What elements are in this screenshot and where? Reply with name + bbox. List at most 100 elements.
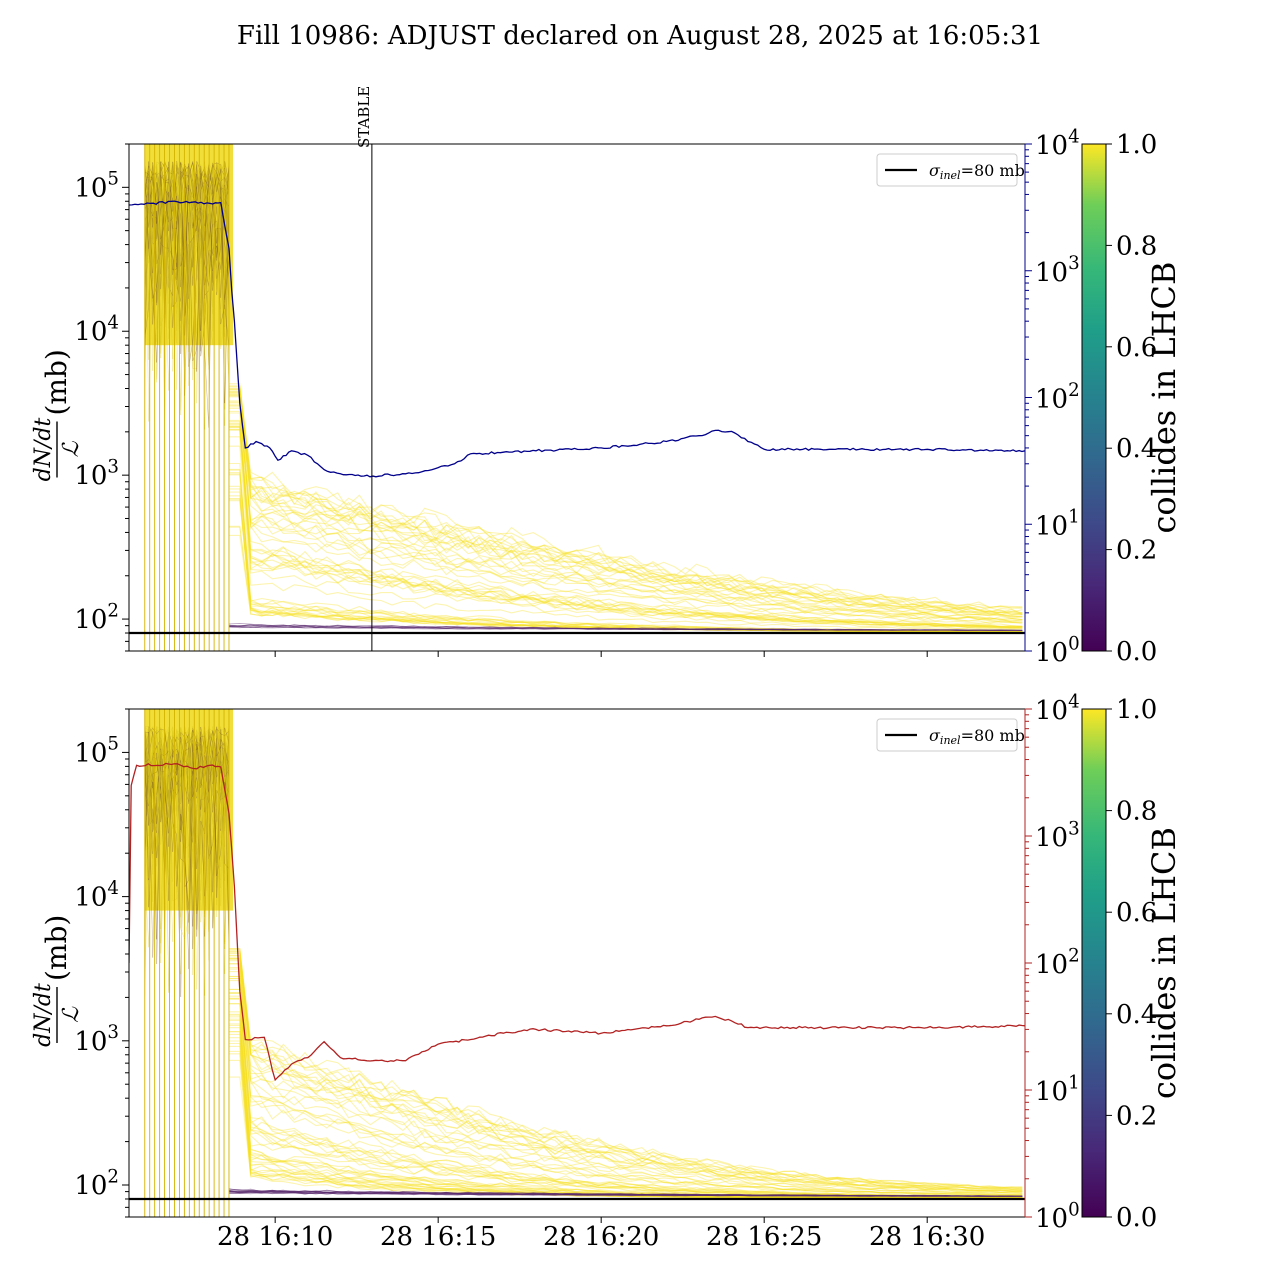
trace-line-collides-1 (229, 988, 1023, 1198)
trace-line-collides-1 (229, 425, 1023, 628)
axes-frame (128, 708, 1026, 1218)
trace-line-collides-1 (229, 471, 1023, 633)
trace-line-collides-1 (229, 950, 1023, 1190)
trace-line-collides-1 (229, 474, 1023, 633)
y-tick-label: 102 (74, 1166, 119, 1201)
colorbar-tick-label: 1.0 (1116, 130, 1157, 160)
trace-line-collides-1 (229, 976, 1023, 1196)
trace-line-collides-1 (229, 948, 1023, 1189)
trace-line-collides-1 (229, 436, 1023, 630)
right-tick-label: 101 (1035, 507, 1080, 542)
trace-line-collides-1 (229, 952, 1023, 1191)
trace-line-collides-1 (229, 423, 1023, 628)
trace-line-collides-1 (229, 419, 1023, 628)
trace-line-collides-1 (229, 404, 1023, 622)
trace-line-collides-1 (229, 977, 1023, 1196)
trace-line-collides-1 (229, 948, 1023, 1189)
x-tick-label: 28 16:15 (380, 1222, 496, 1252)
legend-box (876, 153, 1018, 187)
trace-line-collides-1 (229, 975, 1023, 1196)
right-tick-label: 104 (1035, 691, 1080, 726)
colorbar-tick-label: 0.2 (1116, 536, 1157, 566)
y-tick-label: 105 (74, 169, 119, 204)
right-axis-series-line (129, 200, 1025, 478)
right-tick-label: 102 (1035, 945, 1080, 980)
trace-line-collides-1 (229, 1019, 1023, 1199)
colorbar-label: collides in LHCB (1145, 261, 1183, 533)
right-tick-label: 100 (1035, 1199, 1080, 1234)
trace-line-collides-1 (229, 1003, 1023, 1199)
trace-line-collides-1 (229, 393, 1023, 618)
y-tick-label: 105 (74, 734, 119, 769)
y-axis-label-unit: (mb) (40, 349, 73, 415)
trace-line-collides-1 (229, 427, 1023, 629)
trace-line-collides-1 (229, 500, 1023, 633)
trace-line-collides-1 (229, 960, 1023, 1192)
colorbar-tick-label: 0.4 (1116, 434, 1157, 464)
trace-line-collides-1 (229, 491, 1023, 633)
y-tick-label: 104 (74, 313, 119, 348)
colorbar-tick-label: 0.0 (1116, 1203, 1157, 1233)
y-tick-label: 102 (74, 600, 119, 635)
trace-line-collides-1 (229, 401, 1023, 621)
trace-line-collides-1 (229, 422, 1023, 628)
x-tick-label: 28 16:10 (217, 1222, 333, 1252)
trace-line-collides-1 (229, 424, 1023, 628)
trace-line-collides-1 (229, 968, 1023, 1195)
trace-line-collides-1 (229, 402, 1023, 621)
trace-line-collides-0 (229, 1192, 1023, 1197)
trace-line-collides-1 (229, 1040, 1023, 1200)
panel-bottom: 102 103 104 105 dN/dt ℒ (mb) 100 101 102 103 104 28 … (31, 691, 1183, 1252)
right-tick-label: 103 (1035, 253, 1080, 288)
trace-line-collides-1 (229, 955, 1023, 1192)
trace-line-collides-1 (229, 420, 1023, 627)
x-tick-label: 28 16:30 (869, 1222, 985, 1252)
panel-top: STABLE 102 103 104 105 dN/dt ℒ (mb) 100 101 102 103… (31, 86, 1183, 668)
trace-line-collides-1 (229, 406, 1023, 624)
trace-line-collides-1 (229, 385, 1023, 609)
colorbar-tick-label: 0.4 (1116, 1000, 1157, 1030)
trace-line-collides-1 (229, 963, 1023, 1194)
figure-title: Fill 10986: ADJUST declared on August 28… (237, 21, 1043, 51)
trace-line-collides-1 (229, 410, 1023, 624)
trace-line-collides-1 (229, 389, 1023, 615)
y-axis-label-unit: (mb) (40, 915, 73, 981)
right-tick-label: 100 (1035, 633, 1080, 668)
y-tick-label: 103 (74, 1022, 119, 1057)
trace-line-collides-1 (229, 967, 1023, 1194)
trace-line-collides-1 (229, 395, 1023, 618)
colorbar-gradient (1081, 143, 1107, 652)
x-tick-label: 28 16:20 (543, 1222, 659, 1252)
y-axis-label-numerator: dN/dt (31, 983, 56, 1047)
trace-line-collides-1 (229, 395, 1023, 618)
trace-line-collides-1 (229, 391, 1023, 616)
trace-line-collides-1 (229, 392, 1023, 615)
plot-area-bottom (129, 709, 1025, 1217)
axes-frame (128, 143, 1026, 652)
trace-line-collides-1 (229, 429, 1023, 629)
legend-label: σinel=80 mb (929, 161, 1025, 182)
trace-line-collides-1 (229, 390, 1023, 616)
trace-line-collides-1 (229, 1011, 1023, 1199)
legend-label: σinel=80 mb (929, 726, 1025, 747)
colorbar-tick-label: 0.6 (1116, 898, 1157, 928)
colorbar-tick-label: 1.0 (1116, 695, 1157, 725)
trace-line-collides-1 (229, 950, 1023, 1190)
trace-line-collides-1 (229, 429, 1023, 629)
right-tick-label: 101 (1035, 1072, 1080, 1107)
trace-line-collides-1 (229, 428, 1023, 629)
y-axis-label: dN/dt ℒ (mb) (31, 915, 84, 1047)
trace-line-collides-1 (229, 958, 1023, 1192)
trace-line-collides-1 (229, 412, 1023, 625)
y-tick-label: 103 (74, 456, 119, 491)
colorbar: 0.0 0.2 0.4 0.6 0.8 1.0 collides in LHCB (1081, 695, 1183, 1233)
y-axis-label-denominator: ℒ (59, 440, 84, 457)
colorbar-gradient (1081, 708, 1107, 1218)
y-tick-label: 104 (74, 878, 119, 913)
colorbar: 0.0 0.2 0.4 0.6 0.8 1.0 collides in LHCB (1081, 130, 1183, 667)
right-axis-series-line (129, 762, 1025, 1082)
right-tick-label: 103 (1035, 818, 1080, 853)
trace-line-collides-1 (229, 980, 1023, 1196)
trace-line-collides-1 (229, 387, 1023, 613)
